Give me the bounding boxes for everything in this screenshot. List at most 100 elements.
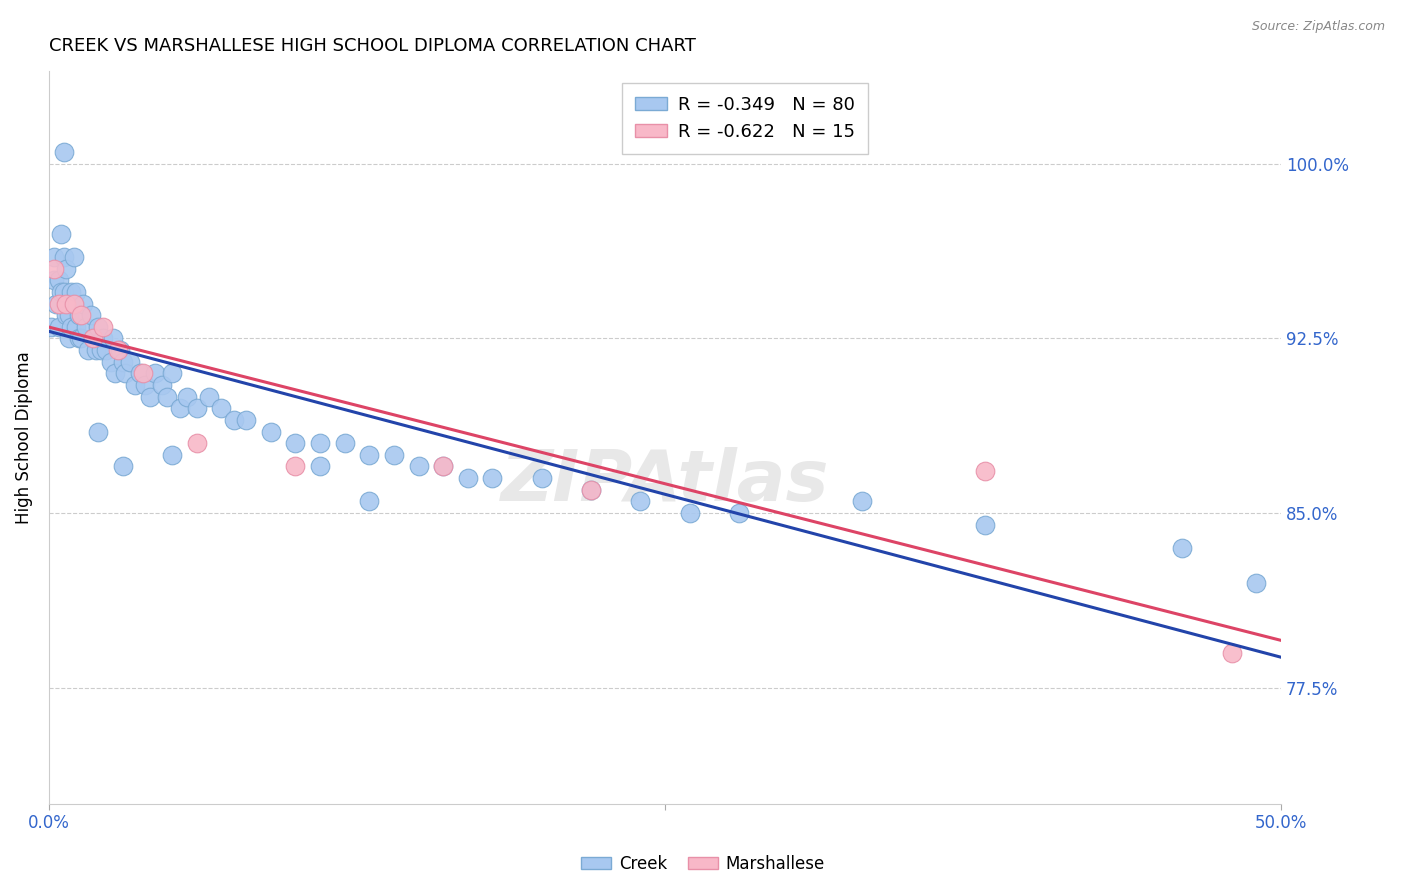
Text: ZIPAtlas: ZIPAtlas: [501, 447, 830, 516]
Point: [156, 390, 179, 404]
Point: [58, 331, 80, 345]
Point: [974, 517, 997, 532]
Point: [48, 296, 70, 310]
Point: [198, 390, 221, 404]
Point: [62, 250, 84, 264]
Point: [82, 331, 104, 345]
Point: [48, 273, 70, 287]
Point: [131, 367, 153, 381]
Point: [628, 494, 651, 508]
Point: [52, 145, 75, 160]
Point: [382, 448, 405, 462]
Point: [70, 308, 93, 322]
Legend: Creek, Marshallese: Creek, Marshallese: [574, 848, 832, 880]
Point: [42, 250, 65, 264]
Point: [139, 390, 162, 404]
Point: [100, 355, 122, 369]
Point: [58, 308, 80, 322]
Point: [129, 367, 152, 381]
Point: [678, 506, 700, 520]
Point: [87, 319, 110, 334]
Point: [42, 261, 65, 276]
Point: [211, 401, 233, 416]
Point: [284, 459, 307, 474]
Point: [75, 319, 97, 334]
Point: [51, 285, 73, 299]
Point: [222, 413, 245, 427]
Point: [1246, 575, 1268, 590]
Point: [101, 331, 124, 345]
Point: [70, 331, 93, 345]
Point: [80, 308, 103, 322]
Point: [186, 436, 208, 450]
Point: [55, 308, 77, 322]
Point: [408, 459, 430, 474]
Point: [432, 459, 454, 474]
Point: [150, 378, 173, 392]
Point: [160, 448, 183, 462]
Y-axis label: High School Diploma: High School Diploma: [15, 351, 32, 524]
Point: [110, 343, 132, 357]
Point: [91, 331, 114, 345]
Point: [72, 296, 94, 310]
Point: [974, 464, 997, 478]
Point: [481, 471, 503, 485]
Point: [67, 331, 90, 345]
Point: [90, 343, 112, 357]
Point: [87, 425, 110, 439]
Point: [186, 401, 208, 416]
Point: [62, 296, 84, 310]
Point: [143, 367, 166, 381]
Point: [60, 319, 83, 334]
Point: [579, 483, 602, 497]
Point: [84, 343, 107, 357]
Point: [235, 413, 257, 427]
Point: [120, 355, 142, 369]
Point: [52, 285, 75, 299]
Point: [432, 459, 454, 474]
Text: Source: ZipAtlas.com: Source: ZipAtlas.com: [1251, 20, 1385, 33]
Point: [55, 261, 77, 276]
Point: [359, 494, 381, 508]
Point: [41, 319, 63, 334]
Point: [530, 471, 553, 485]
Point: [728, 506, 751, 520]
Point: [134, 378, 156, 392]
Point: [333, 436, 356, 450]
Point: [111, 459, 134, 474]
Point: [82, 331, 104, 345]
Point: [51, 227, 73, 241]
Legend: R = -0.349   N = 80, R = -0.622   N = 15: R = -0.349 N = 80, R = -0.622 N = 15: [623, 84, 868, 153]
Point: [65, 319, 87, 334]
Point: [579, 483, 602, 497]
Point: [1220, 646, 1243, 660]
Text: CREEK VS MARSHALLESE HIGH SCHOOL DIPLOMA CORRELATION CHART: CREEK VS MARSHALLESE HIGH SCHOOL DIPLOMA…: [49, 37, 696, 55]
Point: [91, 319, 114, 334]
Point: [67, 308, 90, 322]
Point: [52, 250, 75, 264]
Point: [62, 296, 84, 310]
Point: [1171, 541, 1194, 555]
Point: [104, 367, 127, 381]
Point: [457, 471, 479, 485]
Point: [176, 390, 198, 404]
Point: [77, 343, 100, 357]
Point: [42, 273, 65, 287]
Point: [111, 355, 134, 369]
Point: [48, 319, 70, 334]
Point: [169, 401, 191, 416]
Point: [309, 436, 332, 450]
Point: [851, 494, 873, 508]
Point: [359, 448, 381, 462]
Point: [160, 367, 183, 381]
Point: [309, 459, 332, 474]
Point: [94, 343, 117, 357]
Point: [260, 425, 283, 439]
Point: [114, 367, 136, 381]
Point: [55, 296, 77, 310]
Point: [45, 296, 67, 310]
Point: [60, 285, 83, 299]
Point: [107, 343, 129, 357]
Point: [65, 285, 87, 299]
Point: [284, 436, 307, 450]
